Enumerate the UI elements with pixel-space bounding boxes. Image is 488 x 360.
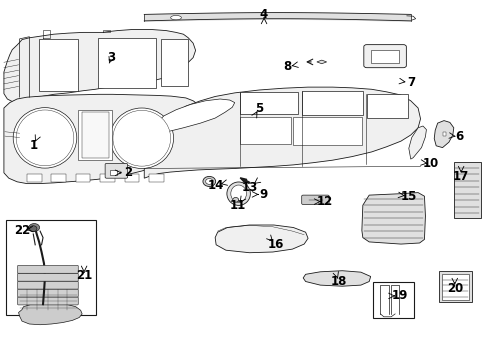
- Polygon shape: [361, 193, 425, 244]
- FancyBboxPatch shape: [105, 163, 127, 178]
- Ellipse shape: [232, 197, 238, 202]
- Text: 18: 18: [330, 275, 346, 288]
- Text: 22: 22: [14, 224, 31, 237]
- Polygon shape: [4, 30, 195, 102]
- Bar: [27, 174, 41, 182]
- Text: 9: 9: [259, 188, 266, 201]
- Polygon shape: [19, 303, 82, 325]
- Bar: [239, 92, 298, 114]
- Bar: [39, 39, 78, 91]
- Polygon shape: [408, 126, 426, 159]
- Bar: [51, 174, 66, 182]
- Text: 11: 11: [229, 199, 245, 212]
- Ellipse shape: [29, 224, 40, 231]
- Ellipse shape: [117, 171, 121, 174]
- Bar: [124, 174, 139, 182]
- Bar: [109, 170, 117, 175]
- Text: 13: 13: [241, 181, 257, 194]
- Polygon shape: [144, 87, 420, 178]
- Text: 19: 19: [390, 289, 407, 302]
- Text: 20: 20: [446, 282, 462, 294]
- Ellipse shape: [16, 110, 74, 166]
- Text: 2: 2: [124, 166, 132, 179]
- Bar: [438, 271, 471, 302]
- Ellipse shape: [230, 185, 246, 202]
- Ellipse shape: [113, 110, 170, 166]
- Text: 4: 4: [260, 8, 267, 21]
- Bar: [442, 132, 446, 136]
- FancyBboxPatch shape: [363, 45, 406, 68]
- Ellipse shape: [205, 179, 212, 184]
- FancyBboxPatch shape: [18, 265, 78, 273]
- Bar: [372, 282, 413, 318]
- Bar: [81, 112, 109, 158]
- Bar: [76, 174, 90, 182]
- Ellipse shape: [170, 15, 181, 20]
- Text: 15: 15: [400, 190, 416, 203]
- Ellipse shape: [110, 108, 173, 168]
- Bar: [239, 117, 290, 144]
- Bar: [161, 39, 188, 86]
- Polygon shape: [316, 60, 326, 64]
- Polygon shape: [303, 271, 370, 286]
- Text: 3: 3: [107, 51, 115, 64]
- Text: 10: 10: [422, 157, 439, 170]
- Polygon shape: [433, 121, 453, 148]
- Bar: [6, 220, 96, 315]
- Polygon shape: [215, 225, 307, 253]
- Text: 5: 5: [255, 102, 263, 114]
- FancyBboxPatch shape: [18, 289, 78, 297]
- Text: 8: 8: [283, 60, 291, 73]
- Text: 21: 21: [76, 269, 92, 282]
- Bar: [302, 91, 363, 115]
- Text: 17: 17: [452, 170, 468, 183]
- Text: 16: 16: [267, 238, 284, 251]
- FancyBboxPatch shape: [301, 195, 328, 204]
- Text: 1: 1: [29, 139, 37, 152]
- Bar: [100, 174, 115, 182]
- Bar: [453, 162, 480, 218]
- Bar: [293, 117, 361, 145]
- Polygon shape: [154, 99, 234, 135]
- Ellipse shape: [226, 182, 250, 205]
- FancyBboxPatch shape: [18, 297, 78, 305]
- FancyArrow shape: [240, 178, 249, 183]
- Bar: [370, 50, 398, 63]
- FancyBboxPatch shape: [18, 273, 78, 281]
- Bar: [441, 274, 468, 300]
- Text: 7: 7: [407, 76, 415, 89]
- Text: 12: 12: [316, 195, 333, 208]
- Bar: [98, 38, 156, 88]
- Bar: [149, 174, 163, 182]
- Ellipse shape: [13, 108, 77, 168]
- Ellipse shape: [29, 226, 37, 231]
- Bar: [366, 94, 407, 118]
- Bar: [78, 110, 112, 160]
- Polygon shape: [4, 94, 205, 184]
- Text: 14: 14: [207, 179, 224, 192]
- FancyBboxPatch shape: [18, 281, 78, 289]
- Ellipse shape: [203, 176, 215, 186]
- Text: 6: 6: [455, 130, 463, 143]
